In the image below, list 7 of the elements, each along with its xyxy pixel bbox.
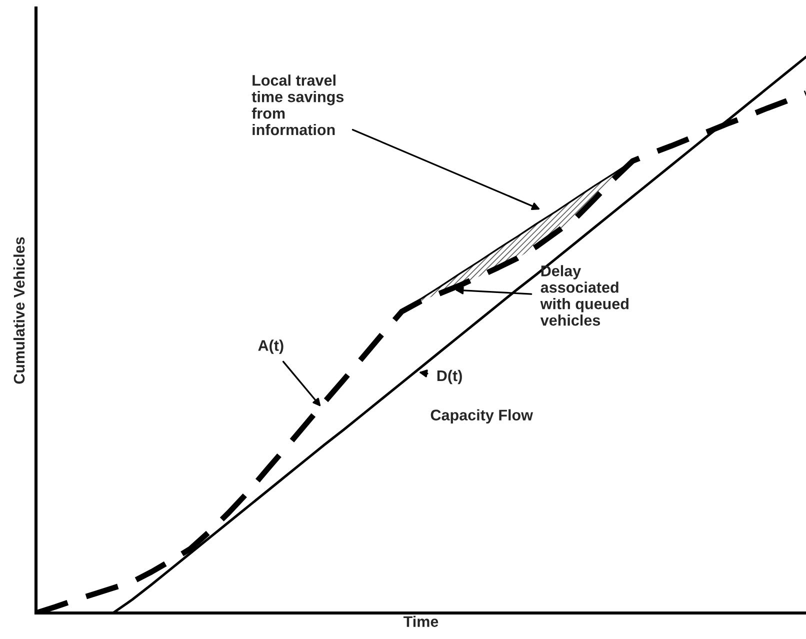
annotation: Capacity Flow	[430, 409, 533, 424]
y-axis-title: Cumulative Vehicles	[13, 237, 25, 384]
x-axis-title: Time	[403, 616, 438, 627]
annotation: A(t)	[258, 340, 284, 354]
annotation: Local travel time savings from information	[252, 74, 344, 136]
annotation: Delay associated with queued vehicles	[540, 265, 628, 326]
annotation: D(t)	[437, 370, 462, 384]
